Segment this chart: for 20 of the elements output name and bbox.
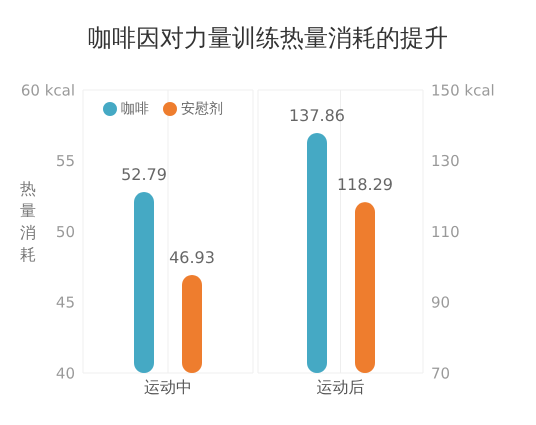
y-axis-title: 热量消耗 [19,178,37,266]
y-tick-label: 55 [56,152,75,170]
legend-label: 安慰剂 [181,100,223,118]
data-label: 137.86 [289,106,345,125]
y-tick-label: 45 [56,294,75,312]
chart-title: 咖啡因对力量训练热量消耗的提升 [87,23,449,54]
y2-tick-label: 70 [431,364,450,382]
x-tick-label: 运动中 [144,377,192,396]
y-tick-label: 50 [56,222,75,241]
x-tick-label: 运动后 [316,377,364,396]
y-tick-label: 60 kcal [20,81,75,100]
legend-label: 咖啡 [121,100,149,118]
y2-tick-label: 130 [431,152,460,170]
y2-tick-label: 110 [431,222,460,241]
data-label: 52.79 [121,165,167,184]
y2-tick-label: 90 [431,294,450,312]
data-label: 118.29 [337,175,393,194]
y2-tick-label: 150 kcal [431,81,495,100]
data-label: 46.93 [169,248,215,267]
y-tick-label: 40 [56,364,75,382]
